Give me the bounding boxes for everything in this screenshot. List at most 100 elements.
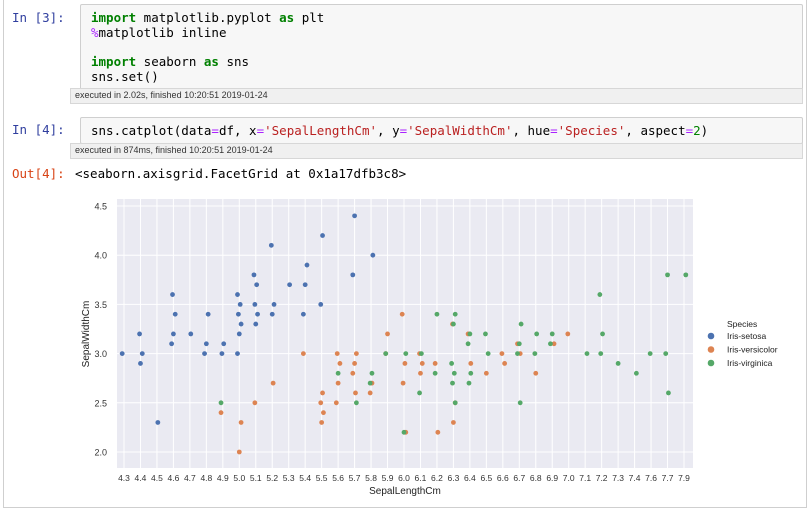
x-tick-label: 5.5 [316,473,328,483]
point-iris-versicolor [333,400,339,406]
in4-code-editor[interactable]: sns.catplot(data=df, x='SepalLengthCm', … [80,117,803,144]
point-iris-setosa [318,302,324,307]
point-iris-versicolor [337,361,343,366]
x-tick-label: 6.3 [447,473,459,483]
code-line: import seaborn as sns [91,54,250,69]
y-axis-label: SepalWidthCm [81,301,92,368]
code-line: sns.set() [91,69,159,84]
point-iris-versicolor [367,390,373,396]
y-tick-label: 3.0 [94,349,107,359]
point-iris-setosa [268,242,274,248]
point-iris-virginica [600,331,605,337]
out4-prompt: Out[4]: [12,166,65,181]
point-iris-virginica [367,380,373,386]
point-iris-virginica [647,351,653,356]
point-iris-virginica [518,321,524,327]
point-iris-virginica [417,390,422,396]
point-iris-virginica [401,429,407,435]
x-tick-label: 4.3 [118,473,130,483]
point-iris-virginica [549,331,555,337]
x-tick-label: 6.2 [431,473,443,483]
point-iris-versicolor [334,351,340,356]
x-tick-label: 7.7 [662,473,674,483]
x-tick-label: 7.0 [563,473,575,483]
data-points [119,213,689,455]
x-tick-label: 7.6 [645,473,657,483]
point-iris-setosa [235,292,240,297]
point-iris-virginica [432,370,438,376]
point-iris-setosa [203,341,209,347]
x-tick-label: 7.9 [678,473,690,483]
point-iris-virginica [516,341,522,347]
code-line: import matplotlib.pyplot as plt [91,10,325,25]
point-iris-virginica [468,370,474,376]
x-axis-label: SepalLengthCm [369,486,441,497]
point-iris-versicolor [432,361,438,366]
x-tick-label: 5.0 [233,473,245,483]
y-tick-label: 2.0 [94,448,107,458]
point-iris-setosa [155,420,161,425]
x-tick-label: 7.1 [579,473,591,483]
point-iris-versicolor [418,370,423,376]
y-ticks: 2.0 2.5 3.0 3.5 4.0 4.5 [94,202,107,458]
point-iris-virginica [450,380,455,386]
point-iris-versicolor [270,380,276,386]
point-iris-versicolor [402,361,408,366]
legend-title: Species [727,319,757,329]
point-iris-virginica [449,361,455,366]
x-tick-label: 6.6 [497,473,509,483]
point-iris-versicolor [236,449,242,455]
x-tick-label: 7.2 [596,473,608,483]
point-iris-setosa [350,272,356,278]
point-iris-setosa [252,302,258,307]
point-iris-setosa [251,272,257,278]
point-iris-setosa [253,321,259,327]
out4-text: <seaborn.axisgrid.FacetGrid at 0x1a17dfb… [75,166,407,181]
point-iris-virginica [597,292,603,297]
point-iris-virginica [451,370,457,376]
point-iris-versicolor [218,410,224,416]
y-tick-label: 2.5 [94,398,107,408]
point-iris-versicolor [320,390,325,396]
point-iris-setosa [269,311,275,317]
x-tick-label: 6.7 [513,473,525,483]
point-iris-setosa [238,321,244,327]
point-iris-versicolor [252,400,258,406]
x-tick-label: 4.5 [151,473,163,483]
point-iris-virginica [383,351,389,356]
point-iris-versicolor [468,361,474,366]
point-iris-versicolor [352,361,357,366]
plot-area [117,199,693,468]
legend-marker [707,359,715,367]
point-iris-virginica [485,351,491,356]
point-iris-setosa [287,282,293,288]
point-iris-virginica [452,311,458,317]
point-iris-virginica [532,351,538,356]
point-iris-versicolor [502,361,508,366]
point-iris-versicolor [399,311,405,317]
x-tick-label: 6.4 [464,473,476,483]
point-iris-versicolor [319,420,325,425]
point-iris-setosa [300,311,306,317]
point-iris-setosa [235,311,241,317]
in3-prompt: In [3]: [12,10,65,25]
in3-exec-info: executed in 2.02s, finished 10:20:51 201… [75,90,268,100]
legend-label: Iris-versicolor [727,345,778,355]
legend: Species Iris-setosa Iris-versicolor Iris-v… [707,319,778,368]
point-iris-virginica [584,351,590,356]
in3-code-editor[interactable]: import matplotlib.pyplot as plt %matplot… [80,4,803,90]
point-iris-virginica [403,351,409,356]
point-iris-setosa [235,351,240,356]
code-line: %matplotlib inline [91,25,227,40]
x-tick-label: 6.1 [415,473,427,483]
point-iris-virginica [451,321,456,327]
x-tick-label: 5.9 [382,473,394,483]
point-iris-versicolor [451,420,456,425]
legend-marker [707,346,715,353]
point-iris-versicolor [565,331,571,337]
point-iris-setosa [202,351,207,356]
x-tick-label: 5.3 [283,473,295,483]
point-iris-setosa [219,351,225,356]
x-tick-label: 5.6 [332,473,344,483]
